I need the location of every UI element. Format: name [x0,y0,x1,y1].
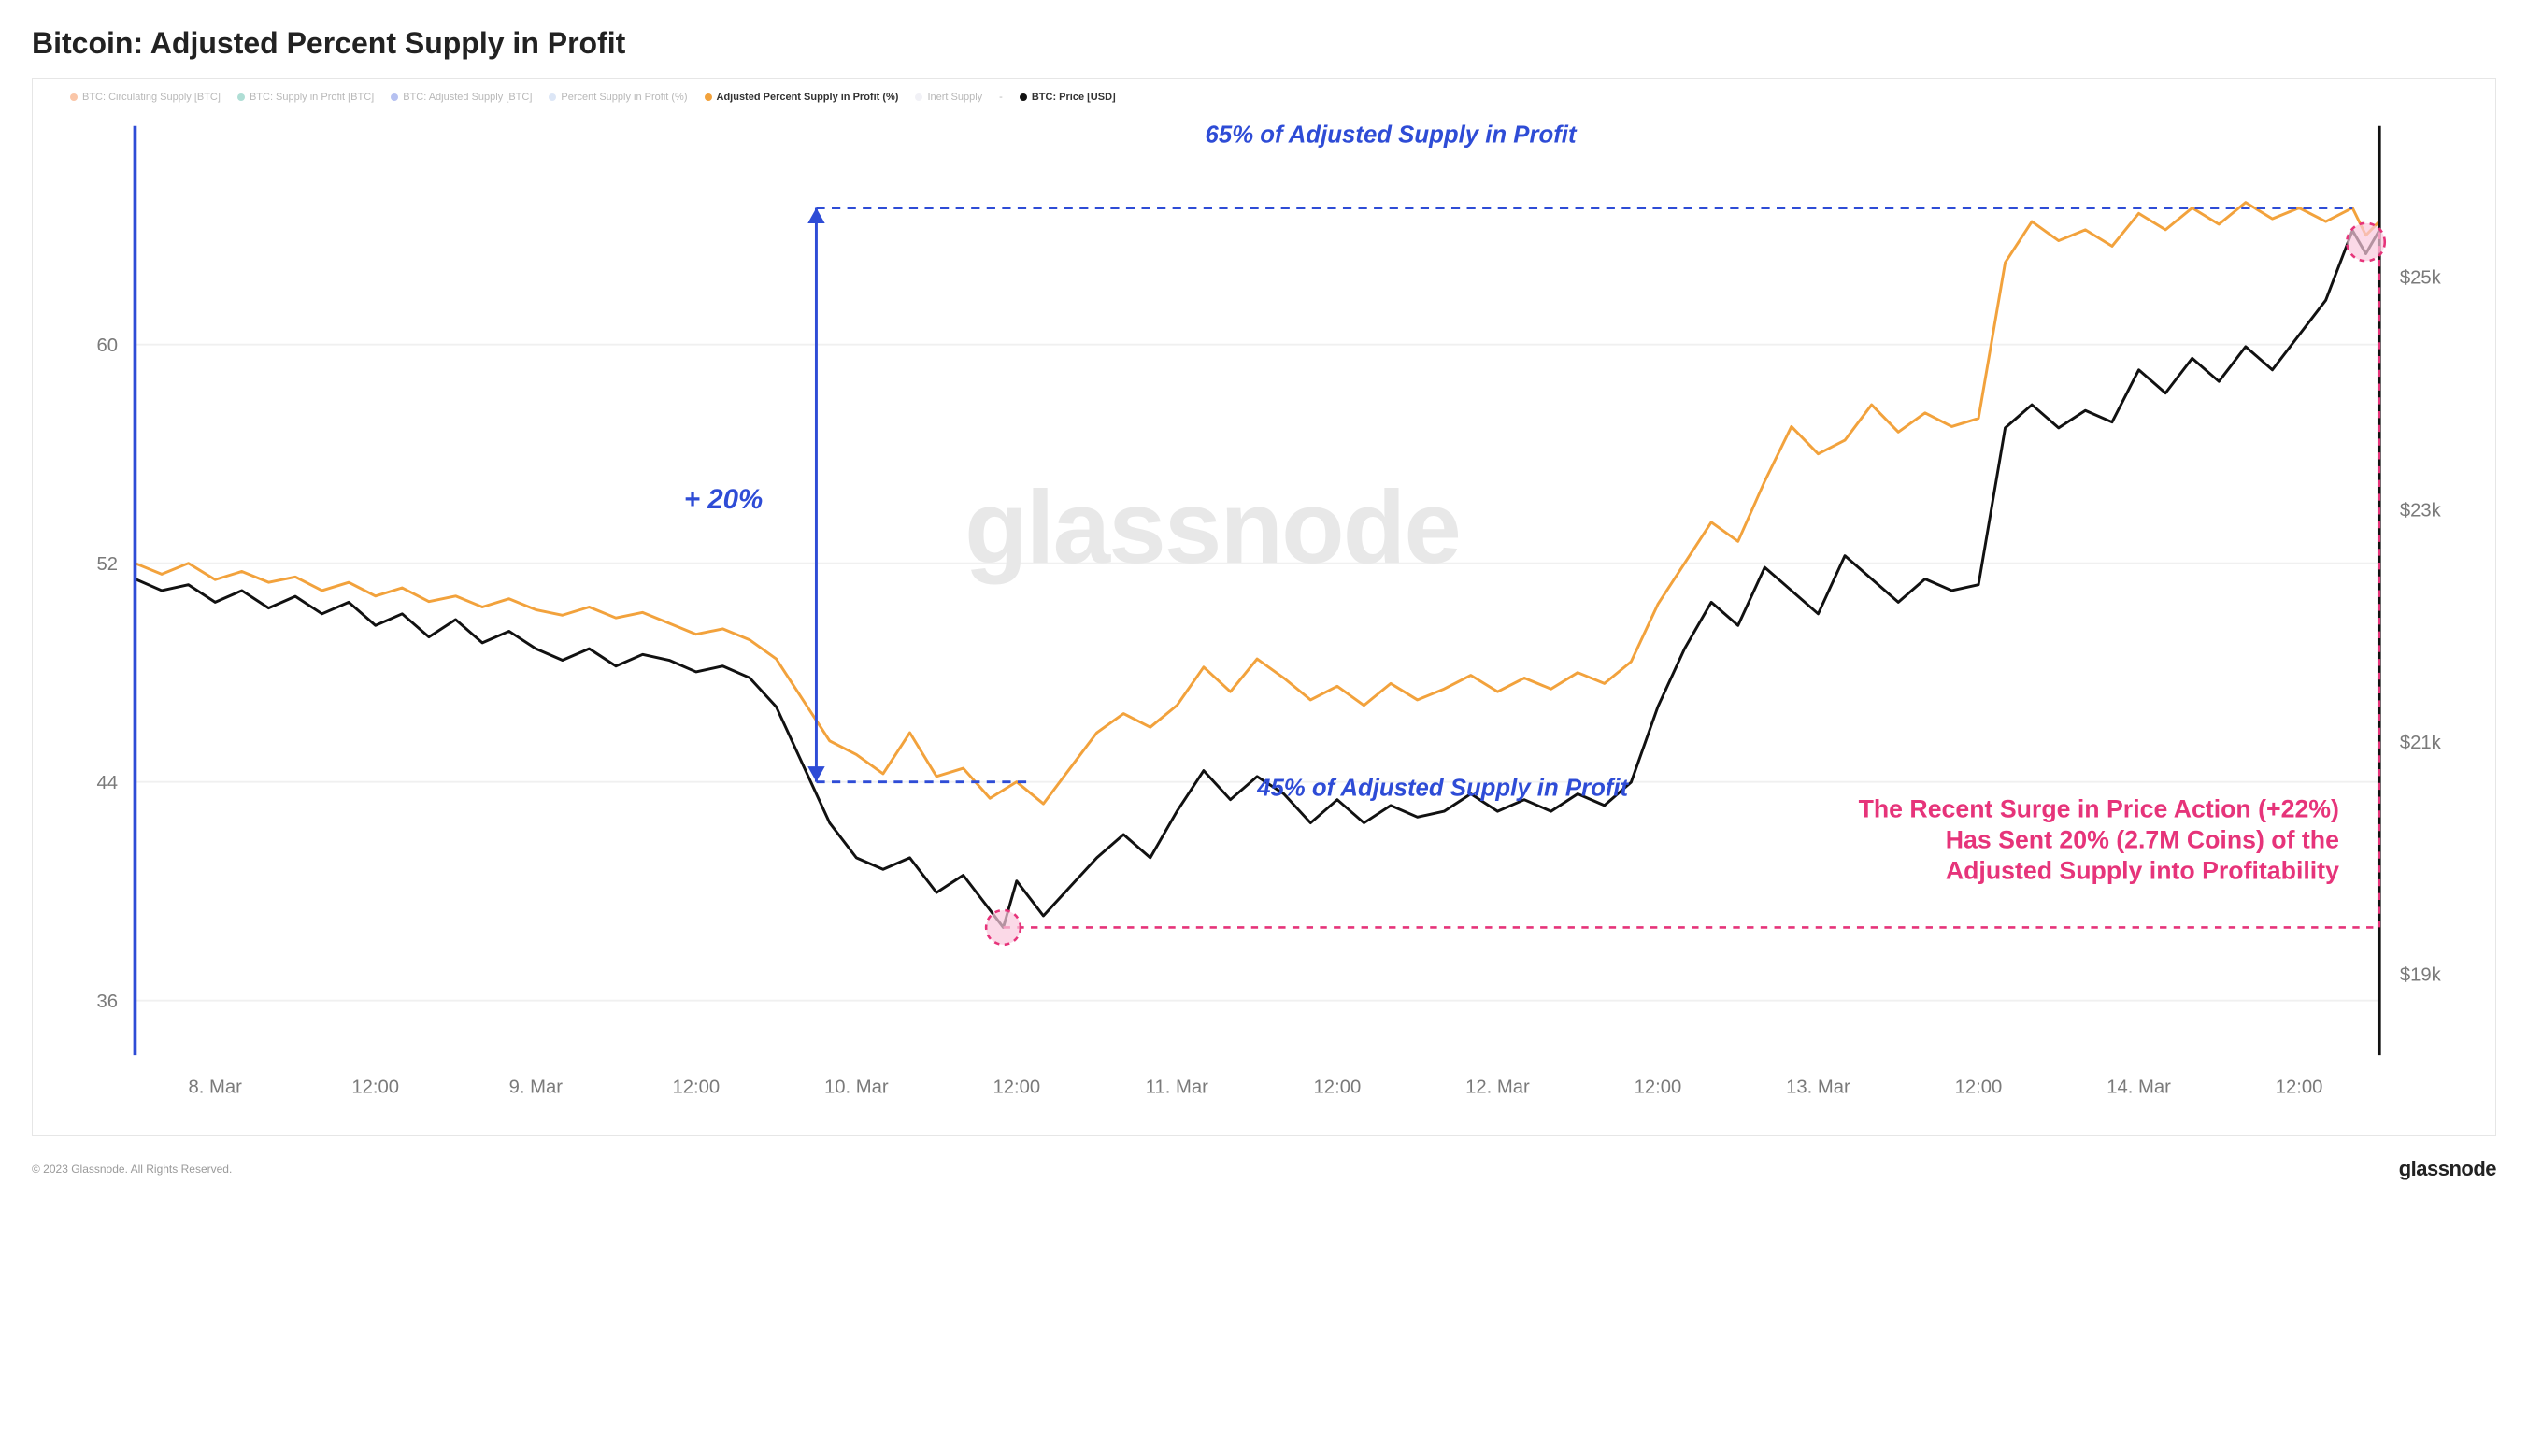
chart-svg: glassnode 36 44 52 60 $19k $21k $23k $25k 8. Mar 1… [42,112,2486,1128]
legend-label: BTC: Supply in Profit [BTC] [250,92,374,103]
svg-text:Has Sent 20% (2.7M Coins) of t: Has Sent 20% (2.7M Coins) of the [1946,825,2339,853]
svg-text:9. Mar: 9. Mar [509,1078,564,1098]
legend-label: Percent Supply in Profit (%) [561,92,687,103]
legend-item[interactable]: Adjusted Percent Supply in Profit (%) [705,92,899,103]
svg-text:12:00: 12:00 [1314,1078,1362,1098]
svg-text:The Recent Surge in Price Acti: The Recent Surge in Price Action (+22%) [1859,794,2339,822]
svg-text:12:00: 12:00 [2276,1078,2323,1098]
legend-label: BTC: Adjusted Supply [BTC] [403,92,532,103]
svg-text:12:00: 12:00 [672,1078,720,1098]
svg-text:12:00: 12:00 [1955,1078,2003,1098]
svg-text:45% of Adjusted Supply in Prof: 45% of Adjusted Supply in Profit [1256,775,1629,801]
legend-dot [391,93,398,101]
chart-title: Bitcoin: Adjusted Percent Supply in Prof… [32,26,2496,61]
brand-logo: glassnode [2399,1157,2496,1181]
legend-label: - [999,92,1003,103]
svg-text:11. Mar: 11. Mar [1146,1078,1208,1098]
svg-text:12:00: 12:00 [993,1078,1041,1098]
legend-item[interactable]: Inert Supply [915,92,982,103]
copyright-text: © 2023 Glassnode. All Rights Reserved. [32,1163,232,1176]
plot-area: glassnode 36 44 52 60 $19k $21k $23k $25k 8. Mar 1… [42,112,2486,1128]
legend-item[interactable]: BTC: Price [USD] [1020,92,1116,103]
svg-text:10. Mar: 10. Mar [824,1078,889,1098]
svg-text:52: 52 [97,554,119,575]
legend-dot [70,93,78,101]
legend-dot [549,93,556,101]
svg-text:+ 20%: + 20% [684,484,763,515]
legend-label: BTC: Price [USD] [1032,92,1116,103]
svg-text:12. Mar: 12. Mar [1465,1078,1530,1098]
svg-text:$19k: $19k [2400,965,2442,986]
chart-frame: BTC: Circulating Supply [BTC] BTC: Supply… [32,78,2496,1136]
legend-label: Inert Supply [927,92,982,103]
svg-text:65% of Adjusted Supply in Prof: 65% of Adjusted Supply in Profit [1206,121,1578,148]
footer: © 2023 Glassnode. All Rights Reserved. g… [32,1157,2496,1181]
svg-text:Adjusted Supply into Profitabi: Adjusted Supply into Profitability [1946,857,2339,885]
legend-dot [705,93,712,101]
legend-label: Adjusted Percent Supply in Profit (%) [717,92,899,103]
legend-dot [1020,93,1027,101]
svg-text:8. Mar: 8. Mar [189,1078,243,1098]
svg-text:12:00: 12:00 [351,1078,399,1098]
legend-dot [915,93,922,101]
svg-text:$23k: $23k [2400,500,2442,521]
svg-text:$21k: $21k [2400,733,2442,753]
legend-item[interactable]: BTC: Adjusted Supply [BTC] [391,92,532,103]
legend: BTC: Circulating Supply [BTC] BTC: Supply… [42,90,2486,112]
legend-item[interactable]: Percent Supply in Profit (%) [549,92,687,103]
svg-text:13. Mar: 13. Mar [1786,1078,1850,1098]
legend-label: BTC: Circulating Supply [BTC] [82,92,221,103]
svg-text:glassnode: glassnode [964,470,1460,585]
svg-text:36: 36 [97,992,119,1012]
svg-text:14. Mar: 14. Mar [2107,1078,2171,1098]
legend-dot [237,93,245,101]
svg-text:$25k: $25k [2400,268,2442,289]
svg-text:60: 60 [97,335,119,356]
svg-text:44: 44 [97,773,119,793]
svg-text:12:00: 12:00 [1635,1078,1682,1098]
legend-item[interactable]: - [999,92,1003,103]
legend-item[interactable]: BTC: Circulating Supply [BTC] [70,92,221,103]
legend-item[interactable]: BTC: Supply in Profit [BTC] [237,92,374,103]
